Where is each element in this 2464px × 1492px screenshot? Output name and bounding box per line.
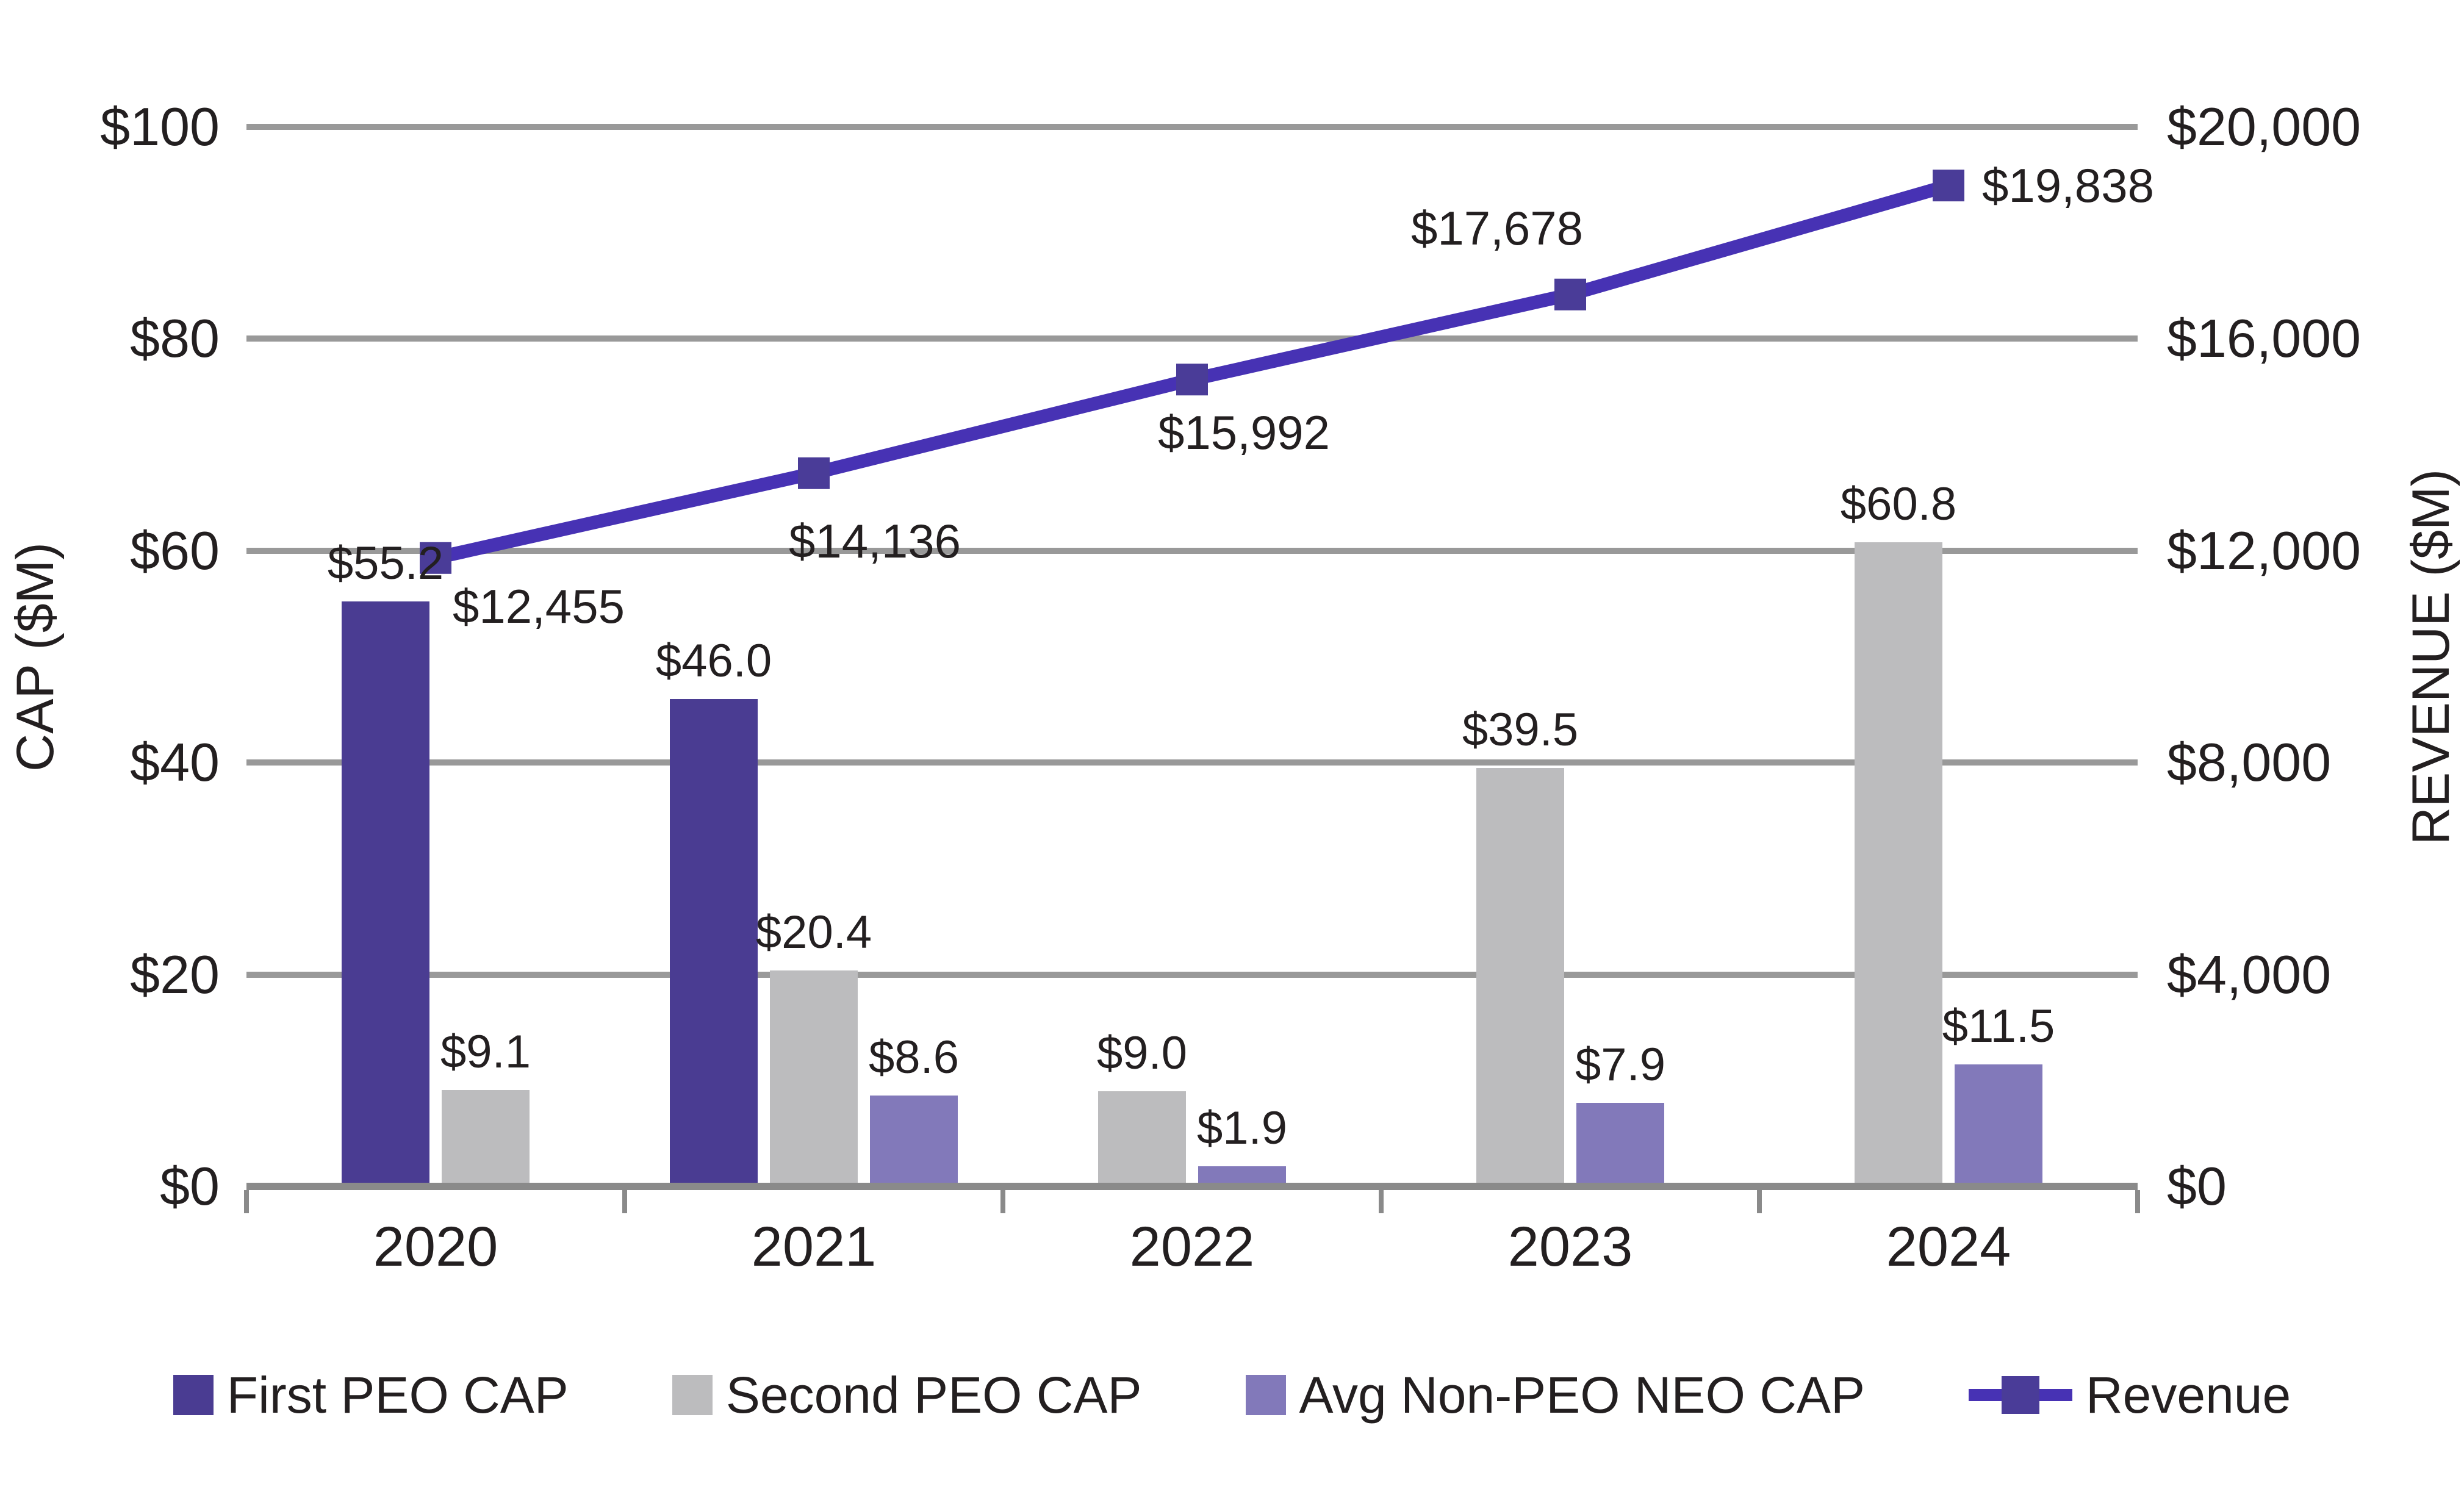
x-axis-tick (244, 1190, 249, 1213)
cap-value-label: $9.1 (440, 1025, 531, 1078)
legend-swatch-second-peo-cap (672, 1375, 713, 1415)
cap-value-label: $8.6 (869, 1031, 959, 1083)
legend-item-first-peo-cap: First PEO CAP (173, 1369, 569, 1421)
x-axis-label-2021: 2021 (751, 1216, 877, 1278)
revenue-value-label: $17,678 (1411, 201, 1583, 255)
revenue-value-label: $19,838 (1982, 159, 2154, 213)
bar-avg-non-peo-neo-cap-2021 (870, 1095, 958, 1186)
left-axis-tick-label: $100 (100, 96, 220, 157)
gridline (246, 971, 2138, 978)
x-axis-label-2023: 2023 (1507, 1216, 1633, 1278)
x-axis-tick (1000, 1190, 1005, 1213)
left-axis-tick-label: $60 (130, 520, 220, 581)
revenue-value-label: $15,992 (1158, 406, 1330, 460)
right-axis-title: REVENUE ($M) (2402, 468, 2460, 845)
x-axis-tick (1757, 1190, 1762, 1213)
cap-value-label: $11.5 (1942, 1000, 2055, 1053)
legend-item-label: Revenue (2085, 1366, 2291, 1424)
revenue-point-marker (1933, 170, 1964, 202)
bar-second-peo-cap-2022 (1098, 1091, 1186, 1186)
x-axis-label-2022: 2022 (1129, 1216, 1255, 1278)
cap-value-label: $55.2 (327, 537, 444, 590)
x-axis-tick (2135, 1190, 2140, 1213)
left-axis-title: CAP ($M) (6, 542, 65, 772)
gridline (246, 547, 2138, 554)
revenue-value-label: $14,136 (789, 514, 961, 568)
legend-item-label: First PEO CAP (226, 1366, 569, 1424)
bar-avg-non-peo-neo-cap-2023 (1576, 1102, 1664, 1186)
bar-second-peo-cap-2024 (1855, 542, 1942, 1186)
right-axis-tick-label: $0 (2167, 1156, 2227, 1216)
cap-value-label: $39.5 (1462, 703, 1579, 756)
right-axis-tick-label: $12,000 (2167, 520, 2362, 581)
revenue-value-label: $12,455 (453, 579, 625, 633)
bar-second-peo-cap-2023 (1476, 767, 1564, 1186)
legend-item-label: Avg Non-PEO NEO CAP (1299, 1366, 1865, 1424)
revenue-line (434, 179, 1951, 565)
x-axis-tick (622, 1190, 627, 1213)
legend-item-label: Second PEO CAP (725, 1366, 1142, 1424)
bar-second-peo-cap-2020 (442, 1089, 530, 1186)
right-axis-tick-label: $4,000 (2167, 944, 2332, 1005)
left-axis-tick-label: $80 (130, 308, 220, 369)
left-axis-tick-label: $40 (130, 732, 220, 793)
chart-legend: First PEO CAP Second PEO CAP Avg Non-PEO N… (0, 1369, 2464, 1421)
x-axis-line (246, 1183, 2138, 1190)
x-axis-label-2020: 2020 (373, 1216, 498, 1278)
legend-item-second-peo-cap: Second PEO CAP (672, 1369, 1142, 1421)
legend-item-avg-non-peo-neo-cap: Avg Non-PEO NEO CAP (1245, 1366, 1865, 1424)
cap-value-label: $9.0 (1097, 1027, 1187, 1079)
x-axis-tick (1379, 1190, 1384, 1213)
legend-revenue-line-glyph (1968, 1374, 2072, 1416)
legend-revenue-marker (2001, 1376, 2039, 1414)
bar-first-peo-cap-2020 (342, 601, 429, 1186)
legend-swatch-first-peo-cap (173, 1375, 214, 1415)
cap-value-label: $46.0 (655, 634, 772, 687)
right-axis-tick-label: $16,000 (2167, 308, 2362, 369)
revenue-point-marker (1176, 364, 1208, 396)
cap-value-label: $7.9 (1575, 1038, 1665, 1091)
right-axis-tick-label: $20,000 (2167, 96, 2362, 157)
left-axis-tick-label: $20 (130, 944, 220, 1005)
cap-value-label: $1.9 (1197, 1102, 1287, 1154)
gridline (246, 124, 2138, 130)
revenue-point-marker (798, 457, 830, 489)
right-axis-tick-label: $8,000 (2167, 732, 2332, 793)
x-axis-label-2024: 2024 (1886, 1216, 2011, 1278)
bar-first-peo-cap-2021 (670, 698, 758, 1186)
gridline (246, 759, 2138, 766)
cap-value-label: $20.4 (755, 906, 872, 958)
legend-swatch-avg-non-peo-neo-cap (1245, 1375, 1286, 1415)
left-axis-tick-label: $0 (160, 1156, 220, 1216)
legend-item-revenue: Revenue (1968, 1366, 2291, 1424)
cap-value-label: $60.8 (1840, 478, 1957, 530)
gridline (246, 335, 2138, 342)
bar-avg-non-peo-neo-cap-2024 (1955, 1064, 2042, 1186)
bar-second-peo-cap-2021 (770, 970, 858, 1186)
revenue-point-marker (1554, 278, 1586, 310)
